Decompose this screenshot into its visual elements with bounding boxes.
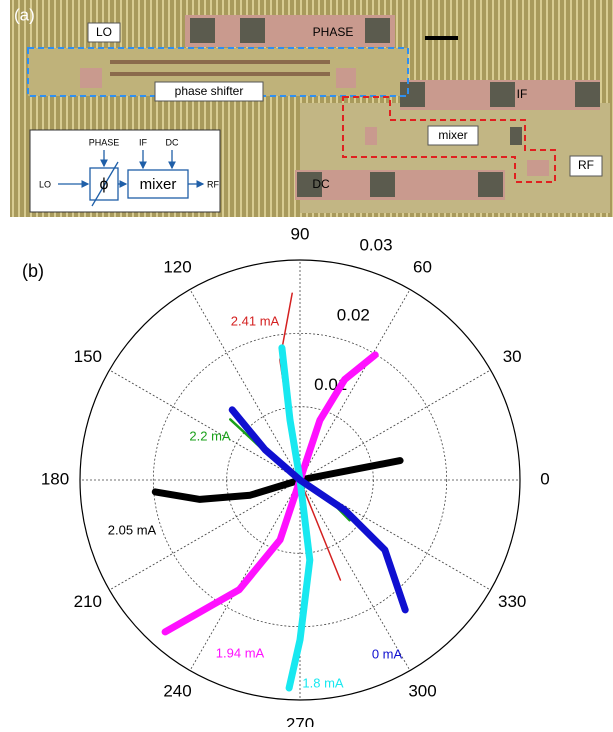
series-line (228, 406, 409, 614)
series-label: 0 mA (372, 646, 403, 661)
pad-contact (478, 172, 503, 197)
pad (336, 68, 356, 88)
series-label: 2.41 mA (231, 313, 280, 328)
chip-label: LO (96, 25, 112, 39)
inset-label: ϕ (100, 176, 109, 193)
chip-label: PHASE (313, 25, 354, 39)
pad-contact (400, 82, 425, 107)
label-box (87, 22, 121, 43)
pad-contact (575, 82, 600, 107)
inset-label: RF (207, 179, 219, 189)
inset-label: LO (39, 179, 51, 189)
spoke (299, 289, 411, 481)
chip-label: DC (312, 177, 330, 191)
theta-tick-label: 330 (498, 592, 526, 611)
pad (365, 127, 377, 145)
series-label: 1.94 mA (216, 645, 265, 660)
panel-label: (b) (22, 261, 44, 281)
mixer-outline (342, 96, 556, 183)
pad (185, 15, 395, 47)
phase-shifter-outline (27, 47, 409, 97)
inset-label: mixer (140, 176, 177, 193)
theta-tick-label: 300 (408, 682, 436, 701)
chip-label: mixer (438, 128, 467, 142)
label-box (569, 155, 603, 177)
pad (80, 68, 102, 88)
theta-tick-label: 0 (540, 469, 549, 488)
pad (527, 160, 549, 176)
series-line (161, 351, 379, 636)
series-label: 2.05 mA (108, 522, 157, 537)
spoke (109, 479, 301, 591)
grid-circle (152, 332, 448, 628)
spoke (109, 369, 301, 481)
chip-label: IF (517, 87, 528, 101)
inset-label: PHASE (89, 137, 120, 147)
pad-contact (365, 18, 390, 43)
theta-tick-label: 180 (41, 469, 69, 488)
grid-circle (226, 406, 374, 554)
theta-tick-label: 210 (74, 592, 102, 611)
chip-label: RF (578, 158, 594, 172)
inset-diagram (58, 150, 205, 207)
theta-tick-label: 240 (163, 682, 191, 701)
theta-tick-label: 120 (163, 257, 191, 276)
pad (295, 170, 505, 200)
series-label: 2.2 mA (189, 428, 231, 443)
theta-tick-label: 90 (291, 224, 310, 243)
panel-label: (a) (14, 5, 35, 24)
pad-contact (240, 18, 265, 43)
spoke (299, 369, 491, 481)
series-label: 1.8 mA (302, 675, 344, 690)
inset-label: DC (166, 137, 179, 147)
label-box (154, 81, 264, 102)
theta-tick-label: 60 (413, 257, 432, 276)
pad-contact (370, 172, 395, 197)
series-line (278, 344, 314, 692)
spoke (189, 479, 301, 671)
inset-box (29, 129, 221, 213)
phase-shifter-cells (110, 60, 330, 76)
spoke (299, 479, 411, 671)
inset-label: IF (139, 137, 148, 147)
chip-label: phase shifter (175, 84, 244, 98)
series-line (151, 457, 404, 503)
r-tick-label: 0.03 (359, 236, 392, 255)
theta-tick-label: 30 (503, 347, 522, 366)
theta-tick-label: 150 (74, 347, 102, 366)
polar-plot: 03060901201501802102402703003300.010.020… (41, 224, 550, 732)
outer-circle (79, 259, 521, 701)
spoke (189, 289, 301, 481)
theta-tick-label: 270 (286, 714, 314, 727)
label-box (427, 125, 479, 146)
pad-contact (490, 82, 515, 107)
r-tick-label: 0.02 (337, 305, 370, 324)
chip-photo: (a) LO PHASE phase shifter IF mixer RF D… (10, 0, 613, 217)
pad-contact (297, 172, 322, 197)
pad-contact (190, 18, 215, 43)
pad (510, 127, 522, 145)
